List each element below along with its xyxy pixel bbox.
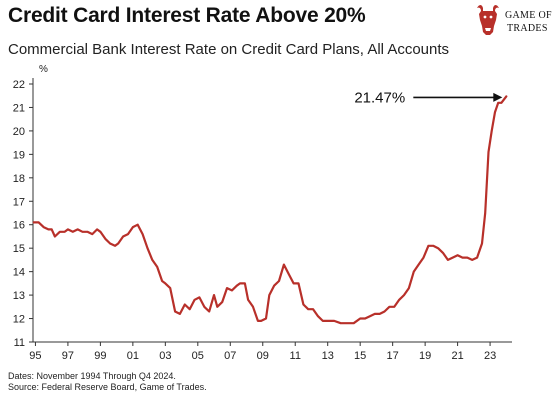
x-tick-label-09: 09	[257, 350, 269, 362]
x-tick-label-05: 05	[192, 350, 204, 362]
annotation-arrow-head	[493, 92, 503, 102]
x-tick-label-07: 07	[224, 350, 236, 362]
y-tick-label-20: 20	[13, 126, 25, 138]
y-tick-label-19: 19	[13, 149, 25, 161]
annotation-label: 21.47%	[354, 89, 405, 106]
x-tick-label-03: 03	[159, 350, 171, 362]
y-tick-label-17: 17	[13, 196, 25, 208]
y-tick-label-11: 11	[14, 337, 25, 349]
y-tick-label-12: 12	[13, 314, 25, 326]
dates-note: Dates: November 1994 Through Q4 2024.	[8, 371, 176, 381]
x-tick-label-19: 19	[419, 350, 431, 362]
chart-title: Credit Card Interest Rate Above 20%	[8, 4, 366, 27]
y-tick-label-18: 18	[13, 173, 25, 185]
logo-text-line1: GAME OF	[505, 10, 552, 21]
y-tick-label-16: 16	[13, 220, 25, 232]
footnotes: Dates: November 1994 Through Q4 2024. So…	[8, 371, 207, 393]
bull-icon	[477, 5, 499, 35]
y-axis-unit-label: %	[39, 64, 48, 75]
y-tick-label-14: 14	[13, 267, 25, 279]
x-tick-label-97: 97	[62, 350, 74, 362]
x-tick-label-95: 95	[29, 350, 41, 362]
x-tick-label-11: 11	[290, 350, 301, 362]
x-tick-label-23: 23	[484, 350, 496, 362]
x-tick-label-17: 17	[387, 350, 399, 362]
x-tick-label-01: 01	[127, 350, 139, 362]
chart-subtitle: Commercial Bank Interest Rate on Credit …	[8, 41, 450, 58]
series-line-0	[32, 95, 508, 325]
source-note: Source: Federal Reserve Board, Game of T…	[8, 382, 207, 392]
y-tick-label-21: 21	[13, 102, 25, 114]
y-tick-label-22: 22	[13, 79, 25, 91]
game-of-trades-logo: GAME OF TRADES	[473, 2, 552, 38]
y-tick-label-13: 13	[13, 290, 25, 302]
x-tick-label-99: 99	[94, 350, 106, 362]
y-tick-label-15: 15	[13, 243, 25, 255]
x-tick-label-15: 15	[354, 350, 366, 362]
x-tick-label-21: 21	[451, 350, 463, 362]
logo-text-line2: TRADES	[507, 23, 548, 34]
x-tick-label-13: 13	[322, 350, 334, 362]
